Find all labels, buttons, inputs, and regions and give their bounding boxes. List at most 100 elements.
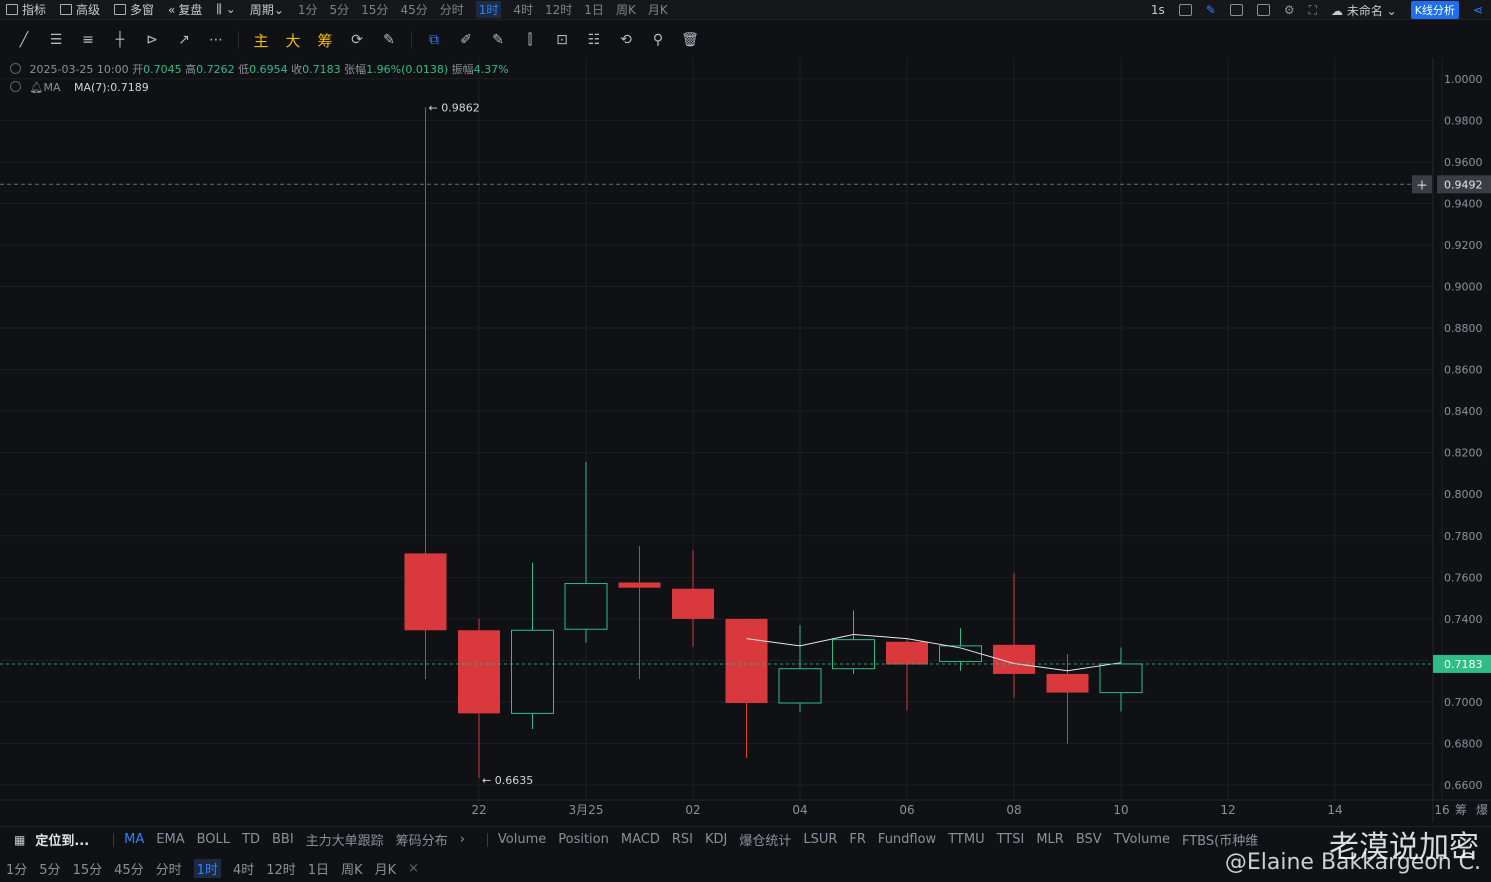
horizontal-lines-tool-icon[interactable]: ☰ <box>49 32 63 48</box>
sub-volume[interactable]: Volume <box>497 832 547 847</box>
bottom-period-1m[interactable]: 1分 <box>6 863 28 878</box>
collapse-icon[interactable] <box>10 63 21 74</box>
trash-icon[interactable]: 🗑 <box>681 32 699 48</box>
indicator-bbi[interactable]: BBI <box>271 832 294 847</box>
indicator-chips[interactable]: 筹码分布 <box>395 834 448 849</box>
sub-rsi[interactable]: RSI <box>671 832 693 847</box>
period-week[interactable]: 周K <box>615 3 636 17</box>
period-12h[interactable]: 12时 <box>545 3 573 17</box>
sub-position[interactable]: Position <box>558 832 609 847</box>
y-tick-label: 0.8800 <box>1444 322 1483 335</box>
top-right-controls: 1s ✎ ⚙ ⛶ ☁ 未命名 ⌄ K线分析 ⋖ <box>1151 0 1491 20</box>
indicator-ema[interactable]: EMA <box>156 832 185 847</box>
sync-icon[interactable]: ⟳ <box>351 32 363 48</box>
sub-fr[interactable]: FR <box>849 832 866 847</box>
bottom-period-15m[interactable]: 15分 <box>72 863 103 878</box>
settings-icon[interactable]: ⚙ <box>1283 3 1295 17</box>
trendline-tool-icon[interactable]: ╱ <box>19 32 29 48</box>
copy-icon[interactable]: ⧉ <box>429 32 439 48</box>
amplitude-value: 4.37% <box>473 63 509 76</box>
pen-icon[interactable]: ✎ <box>1205 3 1216 17</box>
magnet-icon[interactable]: ⟲ <box>620 32 632 48</box>
kline-analysis-button[interactable]: K线分析 <box>1410 1 1459 19</box>
bottom-period-week[interactable]: 周K <box>341 863 363 878</box>
candlestick-chart[interactable]: 1.0000 0.9800 0.9600 0.9400 0.9200 0.9000 0.88… <box>0 58 1491 822</box>
filter-icon[interactable]: ⚲ <box>652 32 664 48</box>
interval-label[interactable]: 1s <box>1150 3 1165 17</box>
fullscreen-icon[interactable]: ⛶ <box>1308 2 1317 17</box>
chart-type-menu[interactable]: ⫼ ⌄ <box>216 2 235 17</box>
period-1m[interactable]: 1分 <box>297 3 318 17</box>
bottom-period-5m[interactable]: 5分 <box>39 863 61 878</box>
close-icon[interactable]: × <box>408 861 420 876</box>
more-tools-icon[interactable]: ⋯ <box>209 32 223 48</box>
candle-body <box>458 630 500 714</box>
locate-button[interactable]: 定位到... <box>35 834 90 849</box>
bottom-period-12h[interactable]: 12时 <box>266 863 296 878</box>
camera-icon[interactable] <box>1178 4 1192 16</box>
bottom-period-bar: 1分 5分 15分 45分 分时 1时 4时 12时 1日 周K 月K × <box>0 855 1491 882</box>
y-tick-label: 0.9800 <box>1444 114 1483 127</box>
bottom-period-1d[interactable]: 1日 <box>307 863 330 878</box>
bottom-period-45m[interactable]: 45分 <box>114 863 144 878</box>
period-5m[interactable]: 5分 <box>329 3 350 17</box>
big-order-button[interactable]: 大 <box>285 31 301 50</box>
advanced-menu[interactable]: 高级 <box>60 1 100 18</box>
high-price-marker: ← 0.9862 <box>429 101 480 114</box>
chips-button[interactable]: 筹 <box>317 31 333 50</box>
multiwindow-menu[interactable]: 多窗 <box>114 1 154 18</box>
last-price-box <box>1433 654 1491 673</box>
chevron-right-icon[interactable]: › <box>459 832 465 847</box>
sub-kdj[interactable]: KDJ <box>704 832 728 847</box>
bell-icon[interactable]: 🔔︎ <box>29 81 44 94</box>
indicator-menu[interactable]: 指标 <box>6 1 46 18</box>
bottom-period-month[interactable]: 月K <box>374 863 397 878</box>
bottom-period-4h[interactable]: 4时 <box>232 863 255 878</box>
period-1h[interactable]: 1时 <box>475 1 502 18</box>
replay-menu[interactable]: «复盘 <box>168 1 202 18</box>
layout-name[interactable]: ☁ 未命名 ⌄ <box>1331 3 1397 18</box>
period-menu[interactable]: 周期 ⌄ <box>250 1 284 18</box>
sub-fundflow[interactable]: Fundflow <box>877 832 937 847</box>
crosshair-tool-icon[interactable]: ┼ <box>115 32 125 48</box>
brush-icon[interactable]: ✎ <box>492 32 504 48</box>
sub-mlr[interactable]: MLR <box>1036 832 1064 847</box>
edit-icon[interactable]: ✎ <box>383 32 395 48</box>
arrow-tool-icon[interactable]: ↗ <box>178 32 190 48</box>
bars-icon[interactable]: ⫿ <box>527 32 533 48</box>
template-icon[interactable]: ☷ <box>587 32 601 48</box>
period-month[interactable]: 月K <box>647 3 668 17</box>
indicator-ma[interactable]: MA <box>124 832 145 847</box>
pattern-tool-icon[interactable]: ⊳ <box>146 32 158 48</box>
bottom-period-1h[interactable]: 1时 <box>193 859 221 878</box>
main-force-button[interactable]: 主 <box>253 31 269 50</box>
channel-tool-icon[interactable]: ≡ <box>82 32 94 48</box>
ruler-icon[interactable]: ✐ <box>460 32 472 48</box>
layout-icon[interactable] <box>1256 4 1270 16</box>
lock-icon[interactable]: ⊡ <box>556 32 568 48</box>
period-1d[interactable]: 1日 <box>584 3 604 17</box>
frame-icon[interactable] <box>1229 4 1243 16</box>
share-icon[interactable]: ⋖ <box>1472 3 1483 17</box>
period-15m[interactable]: 15分 <box>361 3 389 17</box>
sub-ttsi[interactable]: TTSI <box>996 832 1025 847</box>
calendar-icon[interactable]: ▦ <box>14 832 26 847</box>
period-timeshare[interactable]: 分时 <box>439 3 464 17</box>
period-4h[interactable]: 4时 <box>513 3 534 17</box>
sub-tvolume[interactable]: TVolume <box>1113 832 1170 847</box>
sub-ftbs[interactable]: FTBS(币种维 <box>1181 834 1259 849</box>
chart-area[interactable]: 1.0000 0.9800 0.9600 0.9400 0.9200 0.9000 0.88… <box>0 58 1491 822</box>
collapse-icon[interactable] <box>10 81 21 92</box>
sub-macd[interactable]: MACD <box>620 832 660 847</box>
indicator-divider <box>113 832 115 847</box>
replay-label: 复盘 <box>178 3 203 17</box>
indicator-td[interactable]: TD <box>242 832 260 847</box>
period-45m[interactable]: 45分 <box>400 3 428 17</box>
bottom-period-timeshare[interactable]: 分时 <box>155 863 182 878</box>
sub-liquidation[interactable]: 爆仓统计 <box>739 834 792 849</box>
sub-lsur[interactable]: LSUR <box>803 832 838 847</box>
indicator-main-force[interactable]: 主力大单跟踪 <box>305 834 384 849</box>
sub-bsv[interactable]: BSV <box>1075 832 1102 847</box>
indicator-boll[interactable]: BOLL <box>196 832 231 847</box>
sub-ttmu[interactable]: TTMU <box>948 832 985 847</box>
